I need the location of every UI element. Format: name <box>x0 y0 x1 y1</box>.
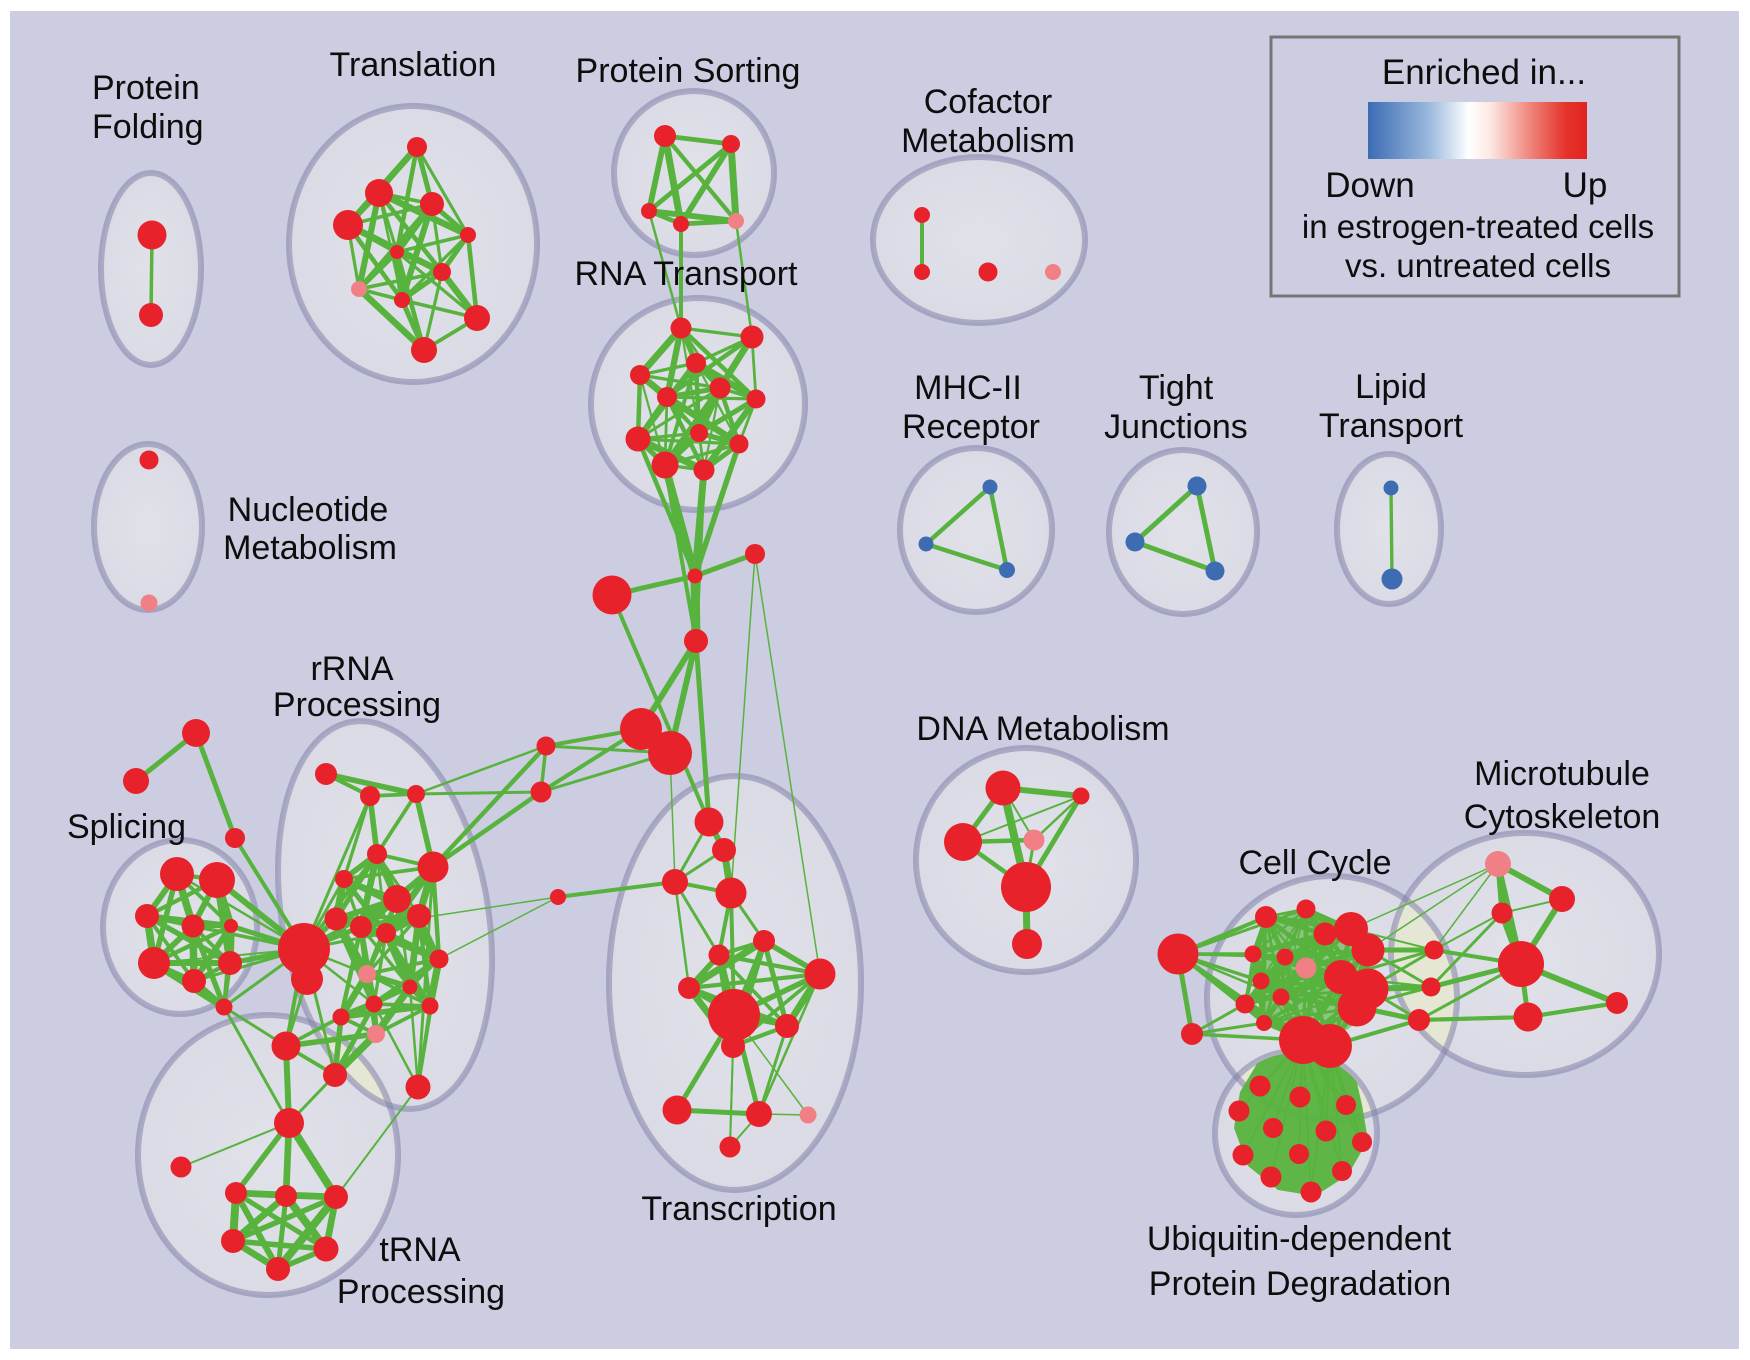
svg-text:Transport: Transport <box>1319 407 1464 445</box>
svg-text:rRNA: rRNA <box>310 650 393 688</box>
svg-text:vs. untreated cells: vs. untreated cells <box>1345 247 1611 284</box>
svg-text:Receptor: Receptor <box>902 408 1040 446</box>
svg-text:Transcription: Transcription <box>641 1190 836 1228</box>
svg-text:RNA Transport: RNA Transport <box>575 255 799 293</box>
svg-text:Processing: Processing <box>337 1273 505 1311</box>
svg-text:Nucleotide: Nucleotide <box>228 491 389 529</box>
svg-text:tRNA: tRNA <box>379 1231 461 1269</box>
svg-text:Lipid: Lipid <box>1355 368 1427 406</box>
svg-text:Cytoskeleton: Cytoskeleton <box>1464 798 1661 836</box>
svg-text:Translation: Translation <box>330 46 497 84</box>
svg-text:Cofactor: Cofactor <box>924 83 1053 121</box>
svg-text:Protein Sorting: Protein Sorting <box>576 52 801 90</box>
svg-text:Ubiquitin-dependent: Ubiquitin-dependent <box>1147 1220 1452 1258</box>
svg-text:Metabolism: Metabolism <box>901 122 1075 160</box>
svg-text:Down: Down <box>1325 166 1414 205</box>
svg-text:Processing: Processing <box>273 686 441 724</box>
svg-text:Protein Degradation: Protein Degradation <box>1149 1265 1451 1303</box>
svg-text:Protein: Protein <box>92 69 200 107</box>
svg-text:in estrogen-treated cells: in estrogen-treated cells <box>1302 208 1654 245</box>
svg-text:MHC-II: MHC-II <box>914 369 1022 407</box>
svg-text:Tight: Tight <box>1139 369 1214 407</box>
svg-text:Cell Cycle: Cell Cycle <box>1238 844 1391 882</box>
svg-text:Splicing: Splicing <box>67 808 186 846</box>
svg-text:Metabolism: Metabolism <box>223 529 397 567</box>
svg-text:Junctions: Junctions <box>1104 408 1248 446</box>
svg-text:DNA Metabolism: DNA Metabolism <box>916 710 1169 748</box>
svg-text:Up: Up <box>1563 166 1608 205</box>
svg-text:Microtubule: Microtubule <box>1474 755 1650 793</box>
svg-text:Enriched in...: Enriched in... <box>1382 53 1586 92</box>
svg-text:Folding: Folding <box>92 108 204 146</box>
